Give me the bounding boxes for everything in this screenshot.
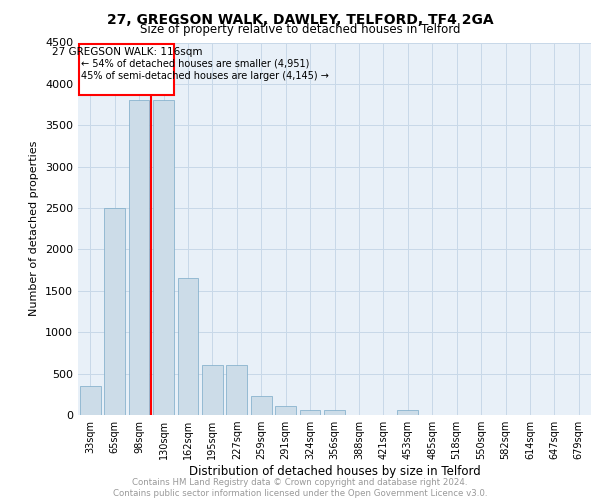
Bar <box>80 386 101 415</box>
Text: 27, GREGSON WALK, DAWLEY, TELFORD, TF4 2GA: 27, GREGSON WALK, DAWLEY, TELFORD, TF4 2… <box>107 12 493 26</box>
Bar <box>226 366 247 415</box>
Text: Contains HM Land Registry data © Crown copyright and database right 2024.
Contai: Contains HM Land Registry data © Crown c… <box>113 478 487 498</box>
Text: 27 GREGSON WALK: 116sqm: 27 GREGSON WALK: 116sqm <box>52 46 202 56</box>
Bar <box>128 100 149 415</box>
Bar <box>251 396 272 415</box>
Bar <box>104 208 125 415</box>
Bar <box>299 410 320 415</box>
Bar <box>397 410 418 415</box>
Text: 45% of semi-detached houses are larger (4,145) →: 45% of semi-detached houses are larger (… <box>81 72 329 82</box>
Bar <box>324 410 345 415</box>
Bar <box>202 366 223 415</box>
Text: Size of property relative to detached houses in Telford: Size of property relative to detached ho… <box>140 22 460 36</box>
Text: ← 54% of detached houses are smaller (4,951): ← 54% of detached houses are smaller (4,… <box>81 58 310 68</box>
Bar <box>79 44 175 94</box>
X-axis label: Distribution of detached houses by size in Telford: Distribution of detached houses by size … <box>188 465 481 478</box>
Bar <box>178 278 199 415</box>
Y-axis label: Number of detached properties: Number of detached properties <box>29 141 40 316</box>
Bar <box>153 100 174 415</box>
Bar <box>275 406 296 415</box>
